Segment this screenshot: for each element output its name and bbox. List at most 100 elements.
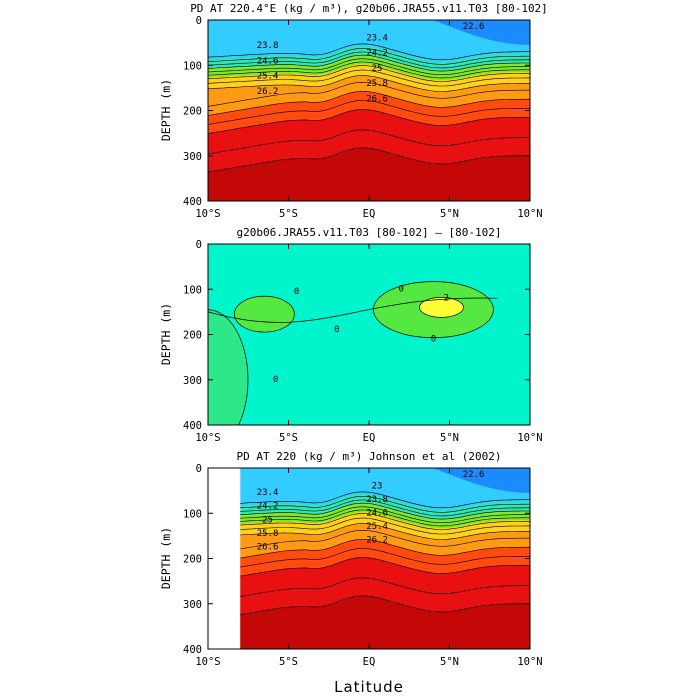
panel-1-contour-labels: 22.6 23.4 23.8 24.2 24.6 25 25.4 25.8 26.2 26.6 bbox=[257, 22, 485, 104]
anomaly-positive bbox=[234, 295, 295, 333]
x-tick-label: 10°S bbox=[195, 432, 220, 444]
isopycnal bbox=[208, 48, 530, 65]
panel-2-title: g20b06.JRA55.v11.T03 [80-102] – [80-102] bbox=[237, 226, 502, 239]
panel-3-field bbox=[208, 468, 530, 649]
contour-label: 0 bbox=[334, 325, 339, 335]
x-tick-label: 5°N bbox=[440, 656, 459, 668]
contour-label: 24.2 bbox=[366, 49, 388, 59]
panel-1-axes: 10°S 5°S EQ 5°N 10°N 0 100 200 300 400 bbox=[183, 15, 543, 220]
y-tick-label: 200 bbox=[183, 554, 202, 566]
y-tick-label: 300 bbox=[183, 599, 202, 611]
isopycnal bbox=[240, 502, 530, 520]
x-tick-label: 10°N bbox=[517, 656, 542, 668]
contour-label: 22.6 bbox=[463, 22, 485, 32]
isopycnal bbox=[208, 109, 530, 134]
contour-label: 25.8 bbox=[366, 79, 388, 89]
x-tick-label: 5°N bbox=[440, 432, 459, 444]
x-tick-label: 10°N bbox=[517, 432, 542, 444]
panel-3-axes: 10°S 5°S EQ 5°N 10°N 0 100 200 300 400 bbox=[183, 463, 543, 668]
x-tick-label: 5°N bbox=[440, 208, 459, 220]
contour-label: 23 bbox=[372, 481, 383, 491]
zero-contour bbox=[208, 297, 498, 323]
contour-label: 23.8 bbox=[366, 495, 388, 505]
panel-2: g20b06.JRA55.v11.T03 [80-102] – [80-102]… bbox=[159, 226, 543, 444]
panel-3-contours bbox=[240, 491, 530, 615]
isopycnal bbox=[240, 529, 530, 550]
isopycnal bbox=[208, 75, 530, 92]
contour-label: 26.2 bbox=[257, 87, 279, 97]
y-tick-label: 400 bbox=[183, 420, 202, 432]
panel-1-contours bbox=[208, 43, 530, 173]
isopycnal bbox=[240, 496, 530, 513]
panel-3: PD AT 220 (kg / m³) Johnson et al (2002)… bbox=[159, 450, 543, 696]
isopycnal bbox=[208, 81, 530, 107]
missing-data-mask bbox=[208, 468, 241, 649]
isopycnal bbox=[240, 548, 530, 568]
contour-label: 24.2 bbox=[257, 502, 279, 512]
contour-label: 24.6 bbox=[257, 56, 279, 66]
panel-2-ylabel: DEPTH (m) bbox=[159, 303, 173, 365]
y-tick-label: 0 bbox=[196, 239, 202, 251]
contour-label: 0 bbox=[398, 285, 403, 295]
y-tick-label: 400 bbox=[183, 644, 202, 656]
contour-label: 24.6 bbox=[366, 509, 388, 519]
x-tick-label: 10°N bbox=[517, 208, 542, 220]
y-tick-label: 300 bbox=[183, 151, 202, 163]
isopycnal bbox=[208, 58, 530, 76]
isopycnal bbox=[240, 517, 530, 535]
x-tick-label: EQ bbox=[363, 208, 376, 220]
isopycnal bbox=[208, 129, 530, 155]
panel-3-ylabel: DEPTH (m) bbox=[159, 527, 173, 589]
isopycnal bbox=[240, 513, 530, 530]
y-tick-label: 200 bbox=[183, 106, 202, 118]
contour-label: 25.8 bbox=[257, 529, 279, 539]
anomaly-near-zero bbox=[208, 309, 249, 425]
contour-label: 23.4 bbox=[257, 488, 279, 498]
x-tick-label: 5°S bbox=[279, 656, 298, 668]
contour-label: 23.4 bbox=[366, 33, 388, 43]
panel-2-contour-labels: 0 0 0 0 0 2 bbox=[273, 285, 449, 386]
contour-label: 25.4 bbox=[366, 522, 388, 532]
contour-label: 26.6 bbox=[366, 94, 388, 104]
contour-label: 0 bbox=[294, 287, 299, 297]
y-tick-label: 400 bbox=[183, 196, 202, 208]
isopycnal bbox=[208, 54, 530, 72]
panel-1-ylabel: DEPTH (m) bbox=[159, 79, 173, 141]
contour-label: 25 bbox=[262, 515, 273, 525]
isopycnal bbox=[208, 65, 530, 82]
isopycnal bbox=[240, 491, 530, 509]
panel-2-field bbox=[208, 244, 530, 425]
contour-label: 0 bbox=[431, 334, 436, 344]
x-tick-label: 5°S bbox=[279, 208, 298, 220]
contour-label: 25 bbox=[372, 64, 383, 74]
isopycnal bbox=[208, 61, 530, 79]
y-tick-label: 100 bbox=[183, 60, 202, 72]
x-tick-label: 10°S bbox=[195, 656, 220, 668]
y-tick-label: 0 bbox=[196, 463, 202, 475]
contour-label: 25.4 bbox=[257, 72, 279, 82]
y-tick-label: 0 bbox=[196, 15, 202, 27]
isopycnal bbox=[240, 557, 530, 577]
y-tick-label: 100 bbox=[183, 508, 202, 520]
surface-light-water bbox=[433, 468, 530, 493]
y-tick-label: 300 bbox=[183, 375, 202, 387]
x-tick-label: 10°S bbox=[195, 208, 220, 220]
x-tick-label: EQ bbox=[363, 432, 376, 444]
isopycnal bbox=[208, 100, 530, 125]
density-layer bbox=[208, 147, 530, 201]
panel-1-title: PD AT 220.4°E (kg / m³), g20b06.JRA55.v1… bbox=[190, 2, 548, 15]
isopycnal bbox=[240, 523, 530, 540]
isopycnal bbox=[240, 595, 530, 615]
isopycnal bbox=[208, 147, 530, 173]
x-axis-label: Latitude bbox=[334, 678, 404, 696]
contour-label: 0 bbox=[273, 375, 278, 385]
y-tick-label: 100 bbox=[183, 284, 202, 296]
isopycnal bbox=[208, 51, 530, 69]
contour-label: 26.6 bbox=[257, 542, 279, 552]
panel-1: PD AT 220.4°E (kg / m³), g20b06.JRA55.v1… bbox=[159, 2, 548, 220]
contour-label: 23.8 bbox=[257, 41, 279, 51]
isopycnal bbox=[240, 577, 530, 597]
contour-label: 2 bbox=[444, 294, 449, 304]
isopycnal bbox=[240, 539, 530, 559]
